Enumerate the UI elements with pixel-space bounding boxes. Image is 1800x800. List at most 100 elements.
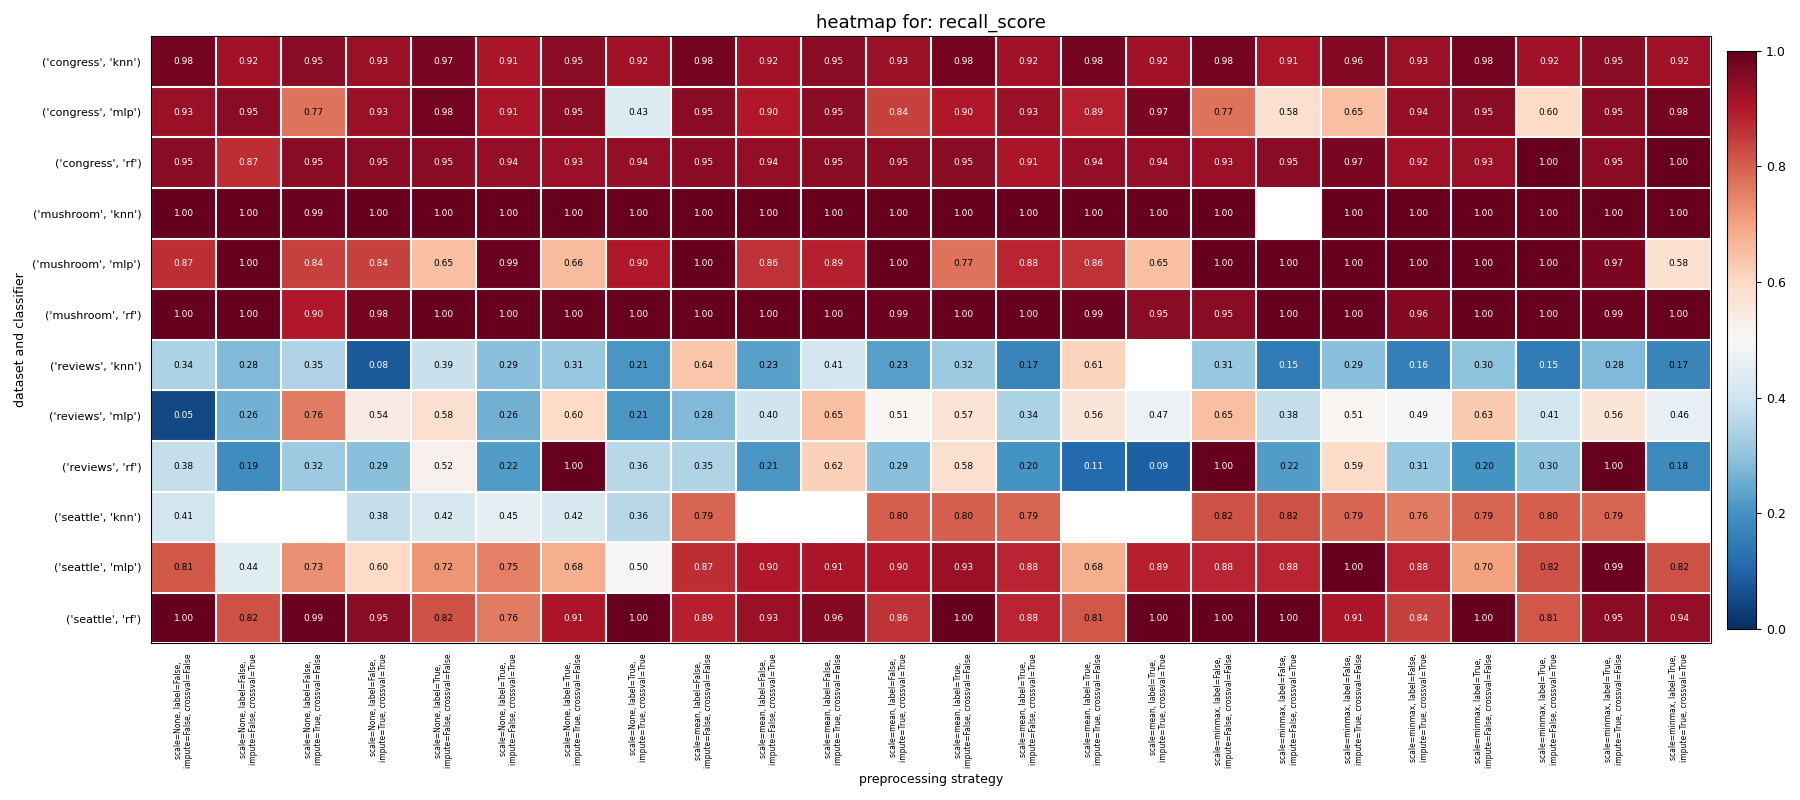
Text: 0.49: 0.49	[1409, 411, 1429, 420]
Text: 1.00: 1.00	[758, 310, 779, 319]
Text: 0.86: 0.86	[1084, 259, 1103, 268]
Text: 0.28: 0.28	[693, 411, 713, 420]
Text: 1.00: 1.00	[1474, 614, 1494, 622]
Text: 0.77: 0.77	[1213, 108, 1233, 117]
Text: 1.00: 1.00	[824, 209, 844, 218]
Text: 0.41: 0.41	[824, 361, 844, 370]
Text: 0.47: 0.47	[1148, 411, 1168, 420]
Text: 0.82: 0.82	[1669, 563, 1688, 572]
Text: 0.92: 0.92	[1539, 57, 1559, 66]
Text: 0.98: 0.98	[1213, 57, 1233, 66]
Text: 0.98: 0.98	[954, 57, 974, 66]
Text: 0.79: 0.79	[693, 512, 715, 522]
Text: 0.58: 0.58	[954, 462, 974, 470]
Text: 1.00: 1.00	[173, 310, 194, 319]
Text: 1.00: 1.00	[628, 310, 648, 319]
Text: 0.82: 0.82	[1213, 512, 1233, 522]
Text: 0.99: 0.99	[1604, 563, 1624, 572]
Text: 1.00: 1.00	[1213, 259, 1233, 268]
Text: 0.88: 0.88	[1278, 563, 1300, 572]
Text: 0.17: 0.17	[1019, 361, 1039, 370]
Text: 0.82: 0.82	[434, 614, 454, 622]
Text: 0.38: 0.38	[1278, 411, 1300, 420]
Text: 1.00: 1.00	[693, 259, 715, 268]
Text: 0.54: 0.54	[369, 411, 389, 420]
Text: 0.92: 0.92	[1019, 57, 1039, 66]
Text: 1.00: 1.00	[1474, 259, 1494, 268]
Text: 0.92: 0.92	[1669, 57, 1688, 66]
Text: 0.95: 0.95	[1148, 310, 1168, 319]
Text: 1.00: 1.00	[954, 209, 974, 218]
Text: 1.00: 1.00	[824, 310, 844, 319]
Text: 0.20: 0.20	[1019, 462, 1039, 470]
Text: 1.00: 1.00	[1474, 209, 1494, 218]
Text: 0.39: 0.39	[434, 361, 454, 370]
Text: 0.95: 0.95	[693, 158, 715, 167]
Text: 0.75: 0.75	[499, 563, 518, 572]
Text: 0.09: 0.09	[1148, 462, 1168, 470]
Text: 0.31: 0.31	[1409, 462, 1429, 470]
Text: 0.40: 0.40	[758, 411, 779, 420]
Text: 0.21: 0.21	[758, 462, 779, 470]
Text: 0.29: 0.29	[369, 462, 389, 470]
Text: 0.92: 0.92	[758, 57, 779, 66]
Text: 1.00: 1.00	[1148, 209, 1168, 218]
Text: 1.00: 1.00	[1213, 462, 1233, 470]
Text: 0.34: 0.34	[173, 361, 194, 370]
Text: 0.99: 0.99	[1604, 310, 1624, 319]
Text: 0.18: 0.18	[1669, 462, 1688, 470]
Text: 0.60: 0.60	[1539, 108, 1559, 117]
Text: 0.45: 0.45	[499, 512, 518, 522]
Text: 0.29: 0.29	[499, 361, 518, 370]
Text: 1.00: 1.00	[499, 310, 518, 319]
Text: 0.86: 0.86	[889, 614, 909, 622]
Text: 1.00: 1.00	[889, 209, 909, 218]
Text: 0.62: 0.62	[824, 462, 844, 470]
Text: 0.98: 0.98	[693, 57, 715, 66]
Text: 1.00: 1.00	[239, 310, 259, 319]
Text: 0.91: 0.91	[1345, 614, 1364, 622]
Text: 1.00: 1.00	[1669, 310, 1688, 319]
Text: 0.65: 0.65	[1213, 411, 1233, 420]
Text: 0.23: 0.23	[758, 361, 779, 370]
Text: 0.95: 0.95	[889, 158, 909, 167]
Text: 0.99: 0.99	[1084, 310, 1103, 319]
Text: 0.93: 0.93	[369, 57, 389, 66]
Text: 0.58: 0.58	[434, 411, 454, 420]
Text: 0.95: 0.95	[304, 57, 324, 66]
Text: 0.56: 0.56	[1604, 411, 1624, 420]
Text: 0.95: 0.95	[1474, 108, 1494, 117]
Text: 0.80: 0.80	[1539, 512, 1559, 522]
Text: 0.95: 0.95	[434, 158, 454, 167]
Text: 0.43: 0.43	[628, 108, 648, 117]
Text: 1.00: 1.00	[1213, 614, 1233, 622]
Text: 1.00: 1.00	[239, 259, 259, 268]
Text: 0.84: 0.84	[369, 259, 389, 268]
Text: 1.00: 1.00	[1669, 158, 1688, 167]
Text: 1.00: 1.00	[1345, 209, 1364, 218]
Text: 0.51: 0.51	[1345, 411, 1364, 420]
Text: 1.00: 1.00	[434, 209, 454, 218]
Text: 0.90: 0.90	[758, 563, 779, 572]
Text: 0.79: 0.79	[1604, 512, 1624, 522]
Text: 0.34: 0.34	[1019, 411, 1039, 420]
Text: 0.15: 0.15	[1539, 361, 1559, 370]
Text: 0.96: 0.96	[824, 614, 844, 622]
Text: 1.00: 1.00	[1539, 310, 1559, 319]
Text: 0.76: 0.76	[499, 614, 518, 622]
Text: 1.00: 1.00	[434, 310, 454, 319]
Text: 0.17: 0.17	[1669, 361, 1688, 370]
Text: 0.26: 0.26	[239, 411, 259, 420]
Text: 0.87: 0.87	[173, 259, 194, 268]
Text: 0.35: 0.35	[693, 462, 715, 470]
Text: 1.00: 1.00	[1278, 259, 1300, 268]
Text: 0.84: 0.84	[889, 108, 909, 117]
Text: 1.00: 1.00	[889, 259, 909, 268]
Text: 0.93: 0.93	[173, 108, 194, 117]
Text: 0.99: 0.99	[304, 209, 324, 218]
Text: 0.95: 0.95	[693, 108, 715, 117]
Text: 1.00: 1.00	[1409, 259, 1429, 268]
Text: 0.89: 0.89	[1084, 108, 1103, 117]
Text: 0.95: 0.95	[954, 158, 974, 167]
Text: 1.00: 1.00	[628, 614, 648, 622]
